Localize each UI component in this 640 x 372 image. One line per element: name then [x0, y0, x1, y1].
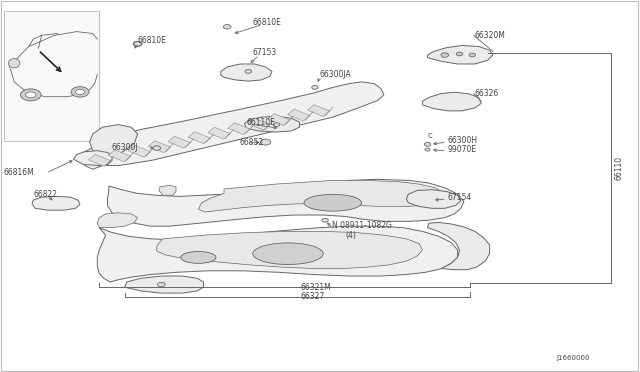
Polygon shape: [32, 196, 80, 210]
Circle shape: [424, 142, 431, 146]
Polygon shape: [244, 116, 300, 132]
Circle shape: [312, 86, 318, 89]
Bar: [168, 136, 191, 148]
Bar: [88, 154, 111, 166]
Circle shape: [26, 92, 36, 98]
Polygon shape: [97, 226, 458, 282]
Polygon shape: [157, 231, 422, 269]
Polygon shape: [428, 222, 490, 270]
Circle shape: [157, 282, 165, 287]
Polygon shape: [80, 82, 384, 169]
Text: 66300H: 66300H: [448, 136, 478, 145]
Bar: [248, 118, 270, 130]
Circle shape: [245, 70, 252, 73]
Bar: [208, 127, 230, 139]
Bar: [287, 109, 310, 121]
Text: 67154: 67154: [448, 193, 472, 202]
Circle shape: [20, 89, 41, 101]
Circle shape: [322, 218, 328, 222]
Circle shape: [153, 146, 161, 150]
Bar: [128, 145, 150, 157]
Circle shape: [441, 53, 449, 57]
Bar: [268, 114, 290, 126]
Ellipse shape: [304, 194, 362, 211]
Text: 67153: 67153: [253, 48, 277, 57]
Bar: [308, 105, 330, 116]
Text: 66110: 66110: [614, 156, 623, 180]
Polygon shape: [406, 190, 461, 208]
Polygon shape: [97, 213, 138, 228]
Text: 66810E: 66810E: [138, 36, 166, 45]
Text: J1660000: J1660000: [557, 355, 590, 361]
Bar: [228, 123, 250, 135]
Text: 66326: 66326: [475, 89, 499, 98]
Bar: [188, 132, 211, 144]
Text: 66110E: 66110E: [246, 118, 275, 126]
Polygon shape: [159, 185, 176, 195]
Polygon shape: [125, 276, 204, 293]
Polygon shape: [422, 92, 481, 111]
Circle shape: [76, 89, 84, 94]
Circle shape: [469, 53, 476, 57]
Circle shape: [425, 148, 430, 151]
Text: 66852: 66852: [240, 138, 264, 147]
Polygon shape: [74, 151, 112, 166]
Text: 99070E: 99070E: [448, 145, 477, 154]
Polygon shape: [198, 180, 445, 212]
Text: 66320M: 66320M: [475, 31, 506, 40]
FancyBboxPatch shape: [4, 11, 99, 141]
Text: 66822: 66822: [33, 190, 58, 199]
Circle shape: [71, 87, 89, 97]
Text: 66300J: 66300J: [112, 143, 139, 152]
Circle shape: [133, 41, 142, 46]
Text: 66810E: 66810E: [253, 18, 282, 27]
Text: 66816M: 66816M: [3, 169, 34, 177]
Polygon shape: [90, 125, 138, 160]
Text: C: C: [428, 133, 432, 139]
Circle shape: [260, 139, 271, 145]
Ellipse shape: [8, 59, 20, 68]
Text: 66321M: 66321M: [301, 283, 332, 292]
Polygon shape: [108, 179, 464, 226]
Polygon shape: [221, 64, 272, 81]
Bar: [108, 150, 131, 162]
Bar: [148, 141, 170, 153]
Circle shape: [223, 25, 231, 29]
Circle shape: [456, 52, 463, 56]
Ellipse shape: [253, 243, 323, 264]
Text: (4): (4): [346, 231, 356, 240]
Ellipse shape: [181, 251, 216, 263]
Text: 66327: 66327: [301, 292, 325, 301]
Circle shape: [273, 123, 280, 126]
Text: N 08911-1082G: N 08911-1082G: [332, 221, 392, 230]
Circle shape: [134, 42, 141, 46]
Polygon shape: [428, 45, 493, 64]
Text: 66300JA: 66300JA: [320, 70, 352, 79]
